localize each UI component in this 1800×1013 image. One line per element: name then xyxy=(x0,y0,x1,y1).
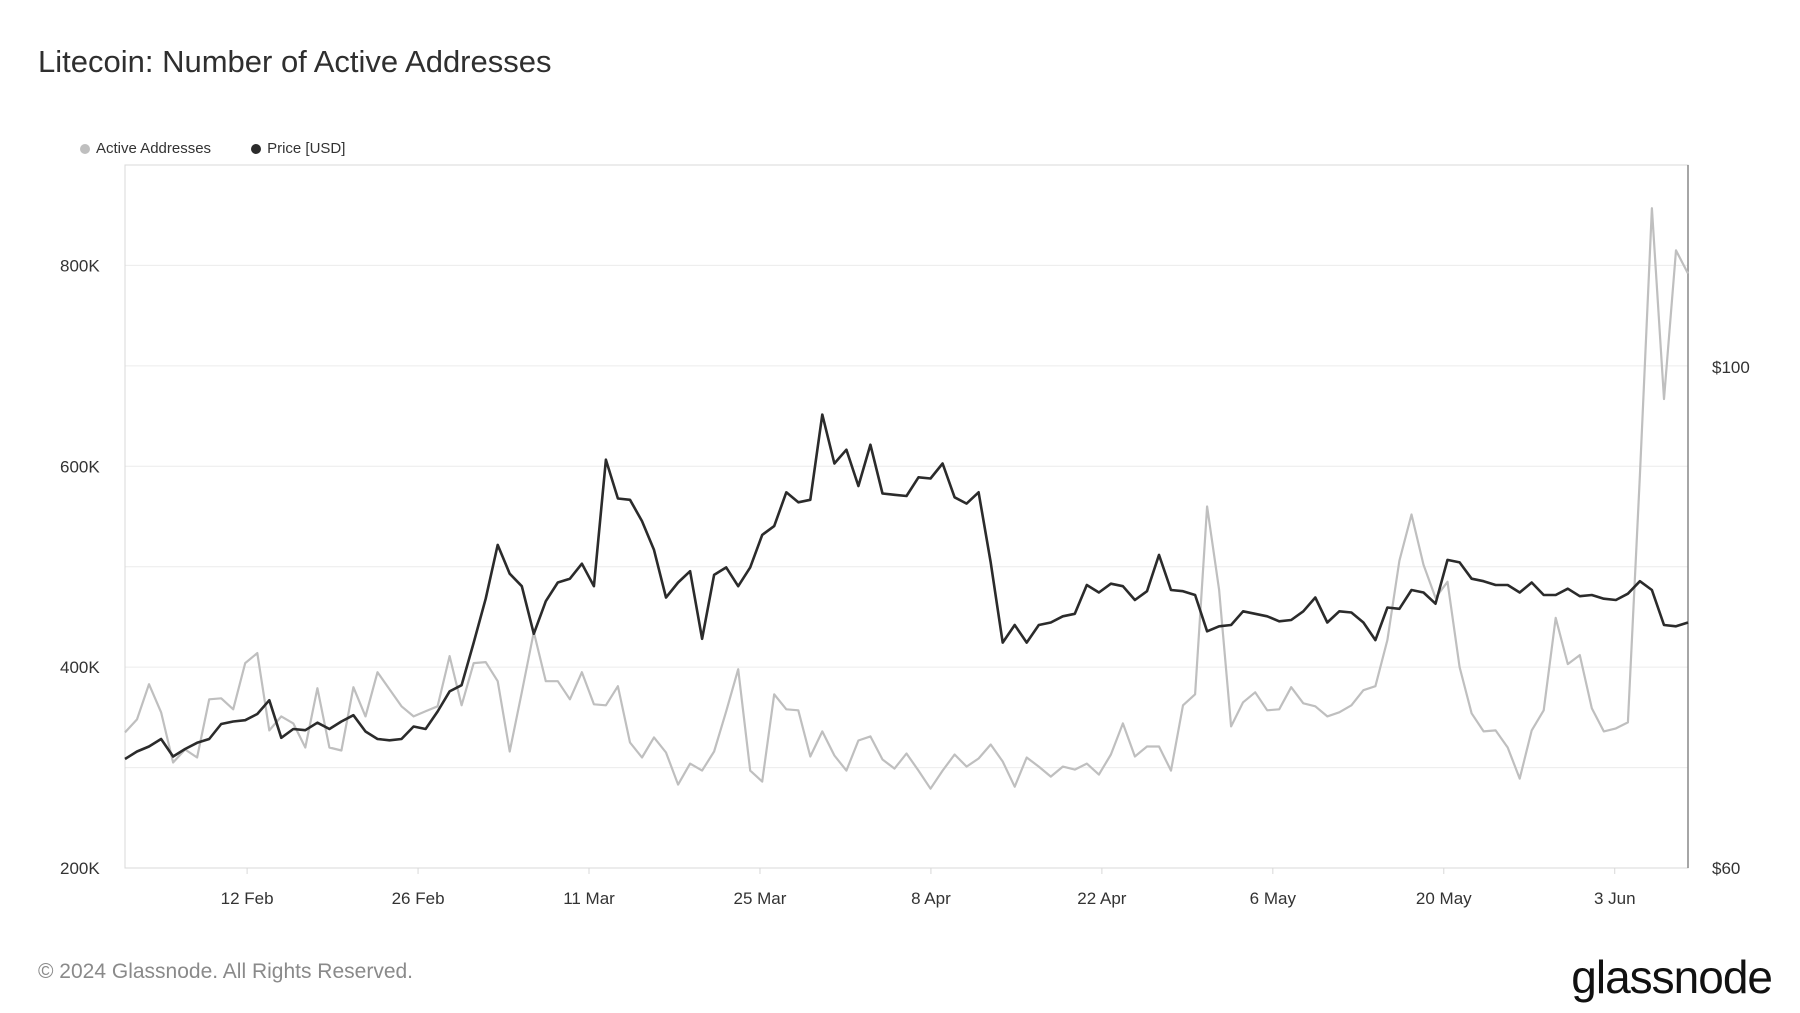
y-left-tick-label: 200K xyxy=(60,859,100,878)
glassnode-logo[interactable]: glassnode xyxy=(1571,950,1772,1004)
x-tick-label: 8 Apr xyxy=(911,889,951,908)
x-tick-label: 12 Feb xyxy=(221,889,274,908)
x-tick-label: 11 Mar xyxy=(563,889,615,908)
x-tick-label: 3 Jun xyxy=(1594,889,1636,908)
x-tick-label: 20 May xyxy=(1416,889,1472,908)
plot-frame xyxy=(125,165,1688,868)
y-right-tick-label: $60 xyxy=(1712,859,1740,878)
y-left-tick-label: 400K xyxy=(60,658,100,677)
copyright-footer: © 2024 Glassnode. All Rights Reserved. xyxy=(38,960,413,984)
x-tick-label: 6 May xyxy=(1250,889,1297,908)
series-line-active-addresses xyxy=(125,208,1688,789)
x-tick-label: 25 Mar xyxy=(734,889,787,908)
y-left-tick-label: 600K xyxy=(60,457,100,476)
x-tick-label: 22 Apr xyxy=(1077,889,1126,908)
x-tick-label: 26 Feb xyxy=(392,889,445,908)
y-left-tick-label: 800K xyxy=(60,256,100,275)
y-right-tick-label: $100 xyxy=(1712,358,1750,377)
